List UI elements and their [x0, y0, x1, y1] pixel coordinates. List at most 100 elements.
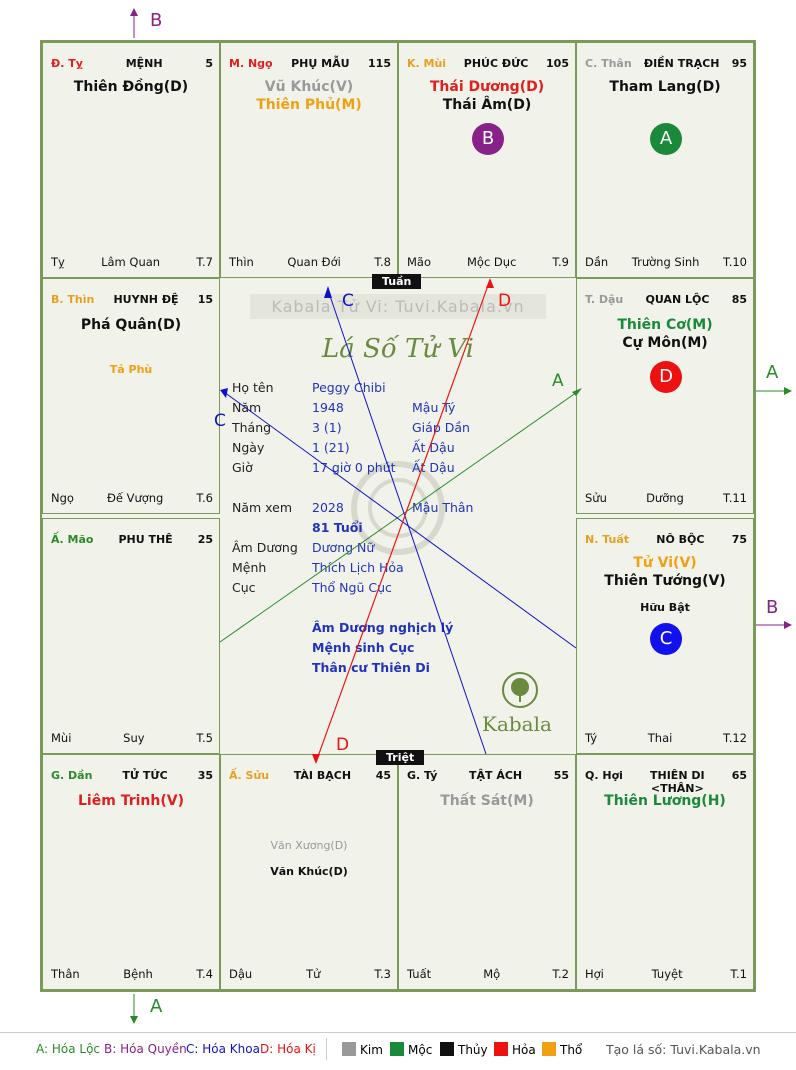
label-nam: Năm: [232, 400, 262, 415]
palace-number: 75: [731, 533, 747, 546]
palace-cell[interactable]: B. Thìn HUYNH ĐỆ 15 Phá Quân(D) Tả Phù Ngọ…: [42, 278, 220, 514]
phase: Quan Đới: [287, 255, 341, 269]
label-gio: Giờ: [232, 460, 253, 475]
main-star: Thiên Cơ(M): [617, 317, 713, 333]
can-chi: M. Ngọ: [229, 57, 273, 70]
svg-text:C: C: [342, 291, 354, 311]
legend-hoa-khoa: C: Hóa Khoa: [186, 1042, 260, 1056]
minor-star: Văn Khúc(D): [270, 865, 348, 878]
watermark: Kabala Tử Vi: Tuvi.Kabala.vn: [250, 294, 546, 319]
palace-number: 5: [205, 57, 213, 70]
palace-cell[interactable]: Đ. Tỵ MỆNH 5 Thiên Đồng(D) Tỵ Lâm Quan T.7: [42, 42, 220, 278]
phase: Thai: [647, 731, 673, 745]
palace-name: TỬ TỨC: [122, 769, 168, 782]
palace-cell[interactable]: Q. Hợi THIÊN DI <THÂN> 65 Thiên Lương(H) H…: [576, 754, 754, 990]
label-cuc: Cục: [232, 580, 256, 595]
palace-cell[interactable]: K. Mùi PHÚC ĐỨC 105 Thái Dương(D) Thái Âm(…: [398, 42, 576, 278]
palace-name: HUYNH ĐỆ: [113, 293, 179, 306]
label-am-duong: Âm Dương: [232, 540, 298, 555]
arrow-label-right-mid: B: [766, 597, 779, 618]
value-menh: Thích Lịch Hỏa: [312, 560, 404, 575]
value-nam-xem: 2028: [312, 500, 344, 515]
kim-swatch: [342, 1042, 356, 1056]
tag: T.9: [552, 255, 569, 269]
tag: T.1: [730, 967, 747, 981]
phase: Tử: [306, 967, 321, 981]
palace-cell[interactable]: N. Tuất NÔ BỘC 75 Tử Vi(V) Thiên Tướng(V) …: [576, 518, 754, 754]
value-ho-ten: Peggy Chibi: [312, 380, 386, 395]
value-am-duong: Dương Nữ: [312, 540, 375, 555]
svg-text:D: D: [336, 735, 349, 755]
tree-logo-icon: [502, 672, 538, 708]
branch: Ngọ: [51, 491, 74, 505]
legend-separator: [326, 1038, 327, 1060]
can-chi: Ấ. Sửu: [229, 769, 270, 782]
branch: Dần: [585, 255, 609, 269]
branch: Hợi: [585, 967, 604, 981]
can-chi: K. Mùi: [407, 57, 447, 70]
note-menh-cuc: Mệnh sinh Cục: [312, 640, 415, 655]
palace-name: PHU THÊ: [118, 533, 173, 546]
legend-tho: Thổ: [542, 1042, 582, 1057]
triet-marker: Triệt: [376, 750, 425, 765]
can-chi: G. Dần: [51, 769, 93, 782]
tag: T.7: [196, 255, 213, 269]
svg-text:A: A: [552, 371, 564, 391]
minor-star: Văn Xương(D): [270, 839, 348, 852]
main-star: Phá Quân(D): [80, 317, 182, 333]
site-link[interactable]: Tạo lá số: Tuvi.Kabala.vn: [606, 1042, 761, 1057]
palace-number: 15: [197, 293, 213, 306]
value-cuc: Thổ Ngũ Cục: [312, 580, 392, 595]
palace-number: 25: [197, 533, 213, 546]
branch: Mùi: [51, 731, 72, 745]
branch: Thân: [51, 967, 80, 981]
tag: T.8: [374, 255, 391, 269]
branch: Tỵ: [51, 255, 65, 269]
palace-number: 105: [546, 57, 569, 70]
legend-thuy: Thủy: [440, 1042, 488, 1057]
palace-cell[interactable]: M. Ngọ PHỤ MẪU 115 Vũ Khúc(V) Thiên Phủ(M)…: [220, 42, 398, 278]
phase: Dưỡng: [646, 491, 684, 505]
branch: Mão: [407, 255, 432, 269]
note-than-cu: Thân cư Thiên Di: [312, 660, 430, 675]
can-chi: Đ. Tỵ: [51, 57, 83, 70]
main-star: Thái Âm(D): [442, 97, 532, 113]
value-nam: 1948: [312, 400, 344, 415]
tho-swatch: [542, 1042, 556, 1056]
arrow-label-bottom: A: [150, 996, 163, 1017]
palace-number: 115: [368, 57, 391, 70]
hoa-swatch: [494, 1042, 508, 1056]
main-star: Thiên Tướng(V): [604, 573, 726, 589]
tag: T.3: [374, 967, 391, 981]
label-menh: Mệnh: [232, 560, 267, 575]
palace-name: ĐIỀN TRẠCH: [643, 57, 720, 70]
hoa-ki-badge: D: [650, 361, 682, 393]
main-star: Thái Dương(D): [429, 79, 545, 95]
moc-swatch: [390, 1042, 404, 1056]
palace-cell[interactable]: T. Dậu QUAN LỘC 85 Thiên Cơ(M) Cự Môn(M) D…: [576, 278, 754, 514]
main-star: Thiên Phủ(M): [256, 97, 362, 113]
phase: Mộ: [483, 967, 501, 981]
palace-cell[interactable]: Ấ. Mão PHU THÊ 25 Mùi Suy T.5: [42, 518, 220, 754]
branch: Sửu: [585, 491, 607, 505]
phase: Mộc Dục: [466, 255, 517, 269]
palace-name: TẬT ÁCH: [468, 769, 523, 782]
palace-cell[interactable]: C. Thân ĐIỀN TRẠCH 95 Tham Lang(D) A Dần Tr…: [576, 42, 754, 278]
palace-cell[interactable]: G. Tý TẬT ÁCH 55 Thất Sát(M) Tuất Mộ T.2: [398, 754, 576, 990]
svg-text:D: D: [498, 291, 511, 311]
note-am-duong: Âm Dương nghịch lý: [312, 620, 454, 635]
palace-name: TÀI BẠCH: [293, 769, 352, 782]
legend-hoa-loc: A: Hóa Lộc: [36, 1042, 101, 1056]
arrow-label-top: B: [150, 10, 163, 31]
palace-number: 95: [731, 57, 747, 70]
palace-cell[interactable]: G. Dần TỬ TỨC 35 Liêm Trinh(V) Thân Bệnh T.4: [42, 754, 220, 990]
hoa-loc-badge: A: [650, 123, 682, 155]
arrow-label-right-top: A: [766, 362, 779, 383]
tag: T.12: [723, 731, 747, 745]
legend-divider: [0, 1032, 796, 1033]
main-star: Tham Lang(D): [609, 79, 721, 95]
can-chi: B. Thìn: [51, 293, 95, 306]
palace-cell[interactable]: Ấ. Sửu TÀI BẠCH 45 Văn Xương(D) Văn Khúc(D…: [220, 754, 398, 990]
can-chi: Q. Hợi: [585, 769, 623, 782]
tag: T.6: [196, 491, 213, 505]
